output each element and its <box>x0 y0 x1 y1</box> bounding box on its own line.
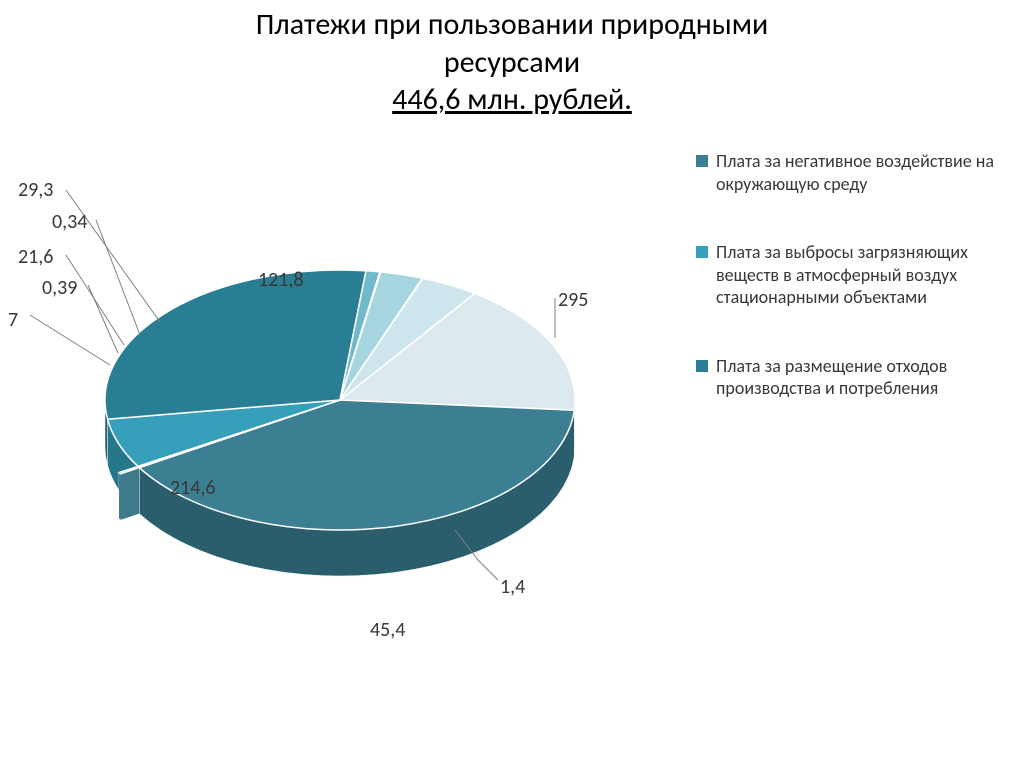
chart-title: Платежи при пользовании природными ресур… <box>0 0 1024 119</box>
legend-swatch <box>696 155 708 167</box>
data-label: 1,4 <box>500 575 525 599</box>
legend-item: Плата за негативное воздействие на окруж… <box>696 150 996 195</box>
data-label: 0,34 <box>52 210 87 234</box>
legend-item: Плата за размещение отходов производства… <box>696 355 996 400</box>
legend-swatch <box>696 246 708 258</box>
data-label: 0,39 <box>42 276 77 300</box>
data-label: 214,6 <box>170 476 216 500</box>
legend-label: Плата за размещение отходов производства… <box>716 355 996 400</box>
leader-lines <box>0 140 700 700</box>
legend-item: Плата за выбросы загрязняющих веществ в … <box>696 241 996 309</box>
legend-label: Плата за негативное воздействие на окруж… <box>716 150 996 195</box>
legend-label: Плата за выбросы загрязняющих веществ в … <box>716 241 996 309</box>
data-label: 295 <box>558 288 588 312</box>
data-label: 121,8 <box>258 268 304 292</box>
legend: Плата за негативное воздействие на окруж… <box>696 150 996 446</box>
leader-line <box>455 530 498 580</box>
title-line-2: ресурсами <box>444 44 580 81</box>
title-line-1: Платежи при пользовании природными <box>256 6 769 43</box>
data-label: 29,3 <box>18 178 53 202</box>
data-label: 7 <box>8 308 18 332</box>
leader-line <box>66 255 124 345</box>
data-label: 21,6 <box>18 245 53 269</box>
leader-line <box>30 315 110 365</box>
legend-swatch <box>696 360 708 372</box>
data-label: 45,4 <box>370 618 405 642</box>
title-line-3: 446,6 млн. рублей. <box>392 81 632 118</box>
